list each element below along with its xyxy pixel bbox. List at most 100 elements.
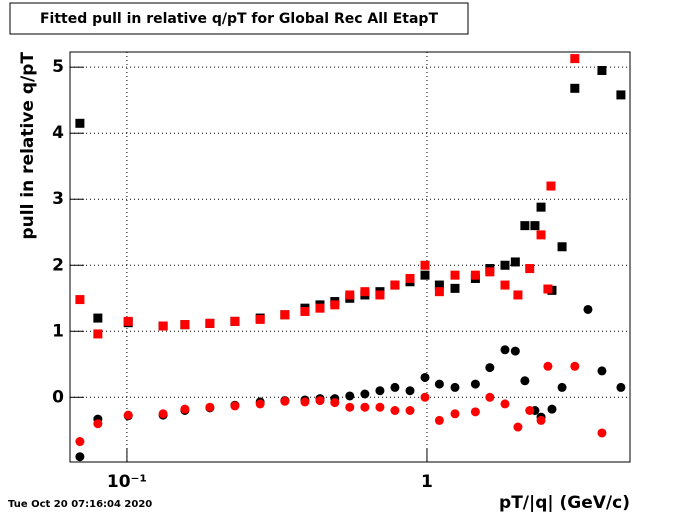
plot-frame — [69, 51, 631, 463]
square-marker — [570, 54, 580, 64]
circle-marker — [434, 415, 444, 425]
circle-marker — [485, 363, 495, 373]
square-marker — [520, 221, 530, 231]
circle-marker — [75, 437, 85, 447]
square-marker — [513, 290, 523, 300]
circle-marker — [255, 399, 265, 409]
square-marker — [405, 273, 415, 283]
circle-marker — [345, 391, 355, 401]
y-tick-label: 3 — [52, 189, 64, 209]
circle-marker — [315, 396, 325, 406]
circle-marker — [525, 406, 535, 416]
circle-marker — [158, 409, 168, 419]
square-marker — [530, 221, 540, 231]
circle-marker — [280, 396, 290, 406]
circle-marker — [230, 401, 240, 411]
square-marker — [360, 287, 370, 297]
square-marker — [255, 314, 265, 324]
circle-marker — [520, 376, 530, 386]
circle-marker — [470, 407, 480, 417]
square-marker — [75, 118, 85, 128]
circle-marker — [75, 452, 85, 462]
circle-marker — [485, 392, 495, 402]
title-box — [9, 2, 469, 35]
square-marker — [570, 83, 580, 93]
square-marker — [546, 181, 556, 191]
square-marker — [205, 318, 215, 328]
y-axis-label: pull in relative q/pT — [18, 52, 38, 240]
circle-marker — [583, 304, 593, 314]
circle-marker — [360, 389, 370, 399]
circle-marker — [300, 397, 310, 407]
square-marker — [500, 280, 510, 290]
square-marker — [616, 90, 626, 100]
square-marker — [180, 320, 190, 330]
square-marker — [93, 329, 103, 339]
circle-marker — [547, 404, 557, 414]
square-marker — [557, 242, 567, 252]
circle-marker — [543, 361, 553, 371]
square-marker — [450, 283, 460, 293]
circle-marker — [375, 386, 385, 396]
circle-marker — [405, 406, 415, 416]
square-marker — [75, 295, 85, 305]
circle-marker — [500, 345, 510, 355]
y-tick-label: 4 — [52, 123, 64, 143]
square-marker — [470, 270, 480, 280]
circle-marker — [616, 382, 626, 392]
square-marker — [485, 267, 495, 277]
circle-marker — [330, 398, 340, 408]
square-marker — [500, 260, 510, 270]
circle-marker — [597, 366, 607, 376]
x-axis-label: pT/|q| (GeV/c) — [499, 493, 630, 513]
y-tick-label: 5 — [52, 57, 64, 77]
square-marker — [375, 290, 385, 300]
square-marker — [280, 310, 290, 320]
y-tick-label: 0 — [52, 387, 64, 407]
circle-marker — [93, 419, 103, 429]
circle-marker — [500, 399, 510, 409]
x-tick-label: 10⁻¹ — [107, 472, 147, 492]
circle-marker — [536, 415, 546, 425]
circle-marker — [510, 346, 520, 356]
square-marker — [543, 284, 553, 294]
circle-marker — [434, 379, 444, 389]
square-marker — [525, 264, 535, 274]
square-marker — [158, 321, 168, 331]
circle-marker — [597, 428, 607, 438]
circle-marker — [450, 382, 460, 392]
x-tick-label: 1 — [421, 472, 433, 492]
circle-marker — [390, 382, 400, 392]
square-marker — [536, 230, 546, 240]
square-marker — [315, 303, 325, 313]
square-marker — [123, 316, 133, 326]
square-marker — [536, 202, 546, 212]
circle-marker — [470, 379, 480, 389]
square-marker — [93, 313, 103, 323]
square-marker — [390, 280, 400, 290]
square-marker — [450, 270, 460, 280]
chart-title: Fitted pull in relative q/pT for Global … — [40, 11, 438, 27]
y-tick-label: 1 — [52, 321, 64, 341]
square-marker — [434, 280, 444, 290]
circle-marker — [205, 402, 215, 412]
circle-marker — [360, 402, 370, 412]
timestamp: Tue Oct 20 07:16:04 2020 — [8, 499, 152, 510]
circle-marker — [420, 372, 430, 382]
circle-marker — [513, 422, 523, 432]
y-tick-label: 2 — [52, 255, 64, 275]
circle-marker — [405, 386, 415, 396]
square-marker — [510, 257, 520, 267]
square-marker — [345, 290, 355, 300]
circle-marker — [570, 361, 580, 371]
circle-marker — [450, 409, 460, 419]
square-marker — [420, 260, 430, 270]
square-marker — [300, 306, 310, 316]
square-marker — [597, 65, 607, 75]
circle-marker — [390, 406, 400, 416]
square-marker — [420, 270, 430, 280]
circle-marker — [557, 382, 567, 392]
square-marker — [230, 316, 240, 326]
